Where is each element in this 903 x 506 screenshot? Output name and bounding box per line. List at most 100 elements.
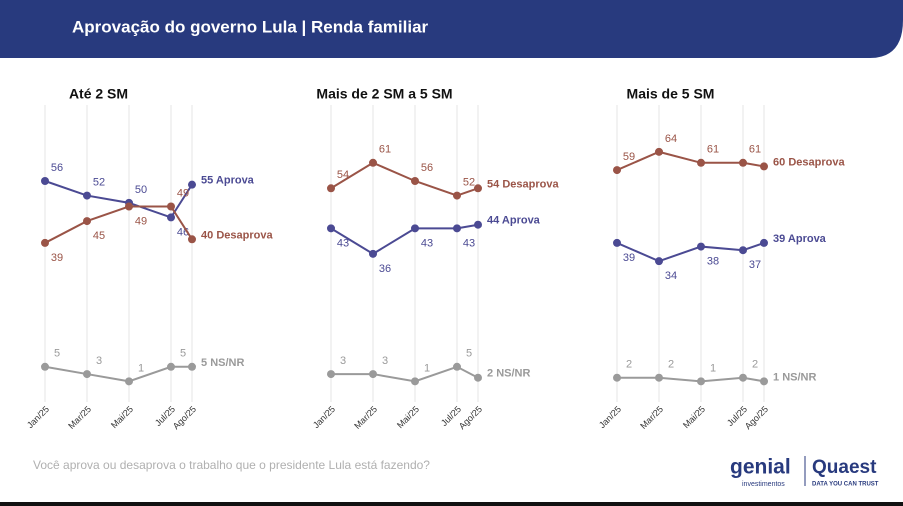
point [613,238,621,247]
data-label: 3 [340,355,346,367]
point [369,249,377,258]
data-label: 2 [752,359,758,371]
end-label-value: 60 [773,156,785,168]
point [453,191,461,200]
data-label: 37 [749,259,761,271]
x-tick-label: Mar/25 [638,404,665,431]
question: Você aprova ou desaprova o trabalho que … [33,458,430,472]
data-label: 2 [668,359,674,371]
x-tick-label: Mai/25 [395,404,421,430]
point [697,242,705,251]
data-label: 1 [138,362,144,374]
point [760,162,768,171]
data-label: 45 [93,230,105,242]
data-label: 64 [665,133,677,145]
data-label: 61 [749,144,761,156]
point [188,235,196,244]
panel-title: Até 2 SM [69,86,128,102]
data-label: 5 [180,348,186,360]
point [167,362,175,371]
point [613,166,621,175]
point [655,147,663,156]
end-label: 1 NS/NR [773,371,816,383]
point [327,370,335,379]
data-label: 43 [421,237,433,249]
end-label: 40 Desaprova [201,229,273,241]
data-label: 2 [626,359,632,371]
legend-entry: NS/NR [210,357,244,369]
x-tick-label: Mai/25 [681,404,707,430]
data-label: 52 [463,176,475,188]
brand-genial-sub: investimentos [742,481,785,488]
data-label: 1 [424,362,430,374]
point [739,373,747,382]
brand-quaest-sub: DATA YOU CAN TRUST [812,482,879,488]
line [44,205,193,244]
point [327,224,335,233]
point [411,224,419,233]
brand-quaest: Quaest [812,457,877,478]
point [369,370,377,379]
x-tick-label: Jan/25 [597,404,623,430]
point [739,158,747,167]
point [83,191,91,200]
panel-title: Mais de 5 SM [627,86,715,102]
legend-entry: Desaprova [788,156,845,168]
point [41,177,49,185]
point [474,220,482,229]
x-tick-label: Ago/25 [171,404,198,431]
point [697,377,705,386]
point [41,362,49,371]
header-title: Aprovação do governo Lula | Renda famili… [72,17,429,36]
point [411,177,419,185]
data-label: 52 [93,176,105,188]
point [655,373,663,382]
end-label: 54 Desaprova [487,178,559,190]
panel-title: Mais de 2 SM a 5 SM [316,86,452,102]
legend-entry: Desaprova [216,229,273,241]
point [41,238,49,247]
data-label: 43 [337,237,349,249]
data-label: 34 [665,270,677,282]
data-label: 1 [710,362,716,374]
data-label: 5 [466,348,472,360]
point [760,238,768,247]
point [453,224,461,233]
point [188,362,196,371]
point [83,370,91,379]
data-label: 61 [379,144,391,156]
x-tick-label: Ago/25 [743,404,770,431]
legend-entry: Aprova [502,215,541,227]
end-label: 2 NS/NR [487,368,530,380]
brand-genial: genial [730,456,791,479]
end-label: 5 NS/NR [201,357,244,369]
data-label: 61 [707,144,719,156]
end-label: 44 Aprova [487,215,541,227]
data-label: 49 [135,215,147,227]
x-tick-label: Mai/25 [109,404,135,430]
end-label-value: 39 [773,233,785,245]
legend-entry: NS/NR [782,371,816,383]
point [760,377,768,386]
x-tick-label: Ago/25 [457,404,484,431]
legend-entry: Aprova [216,175,255,187]
legend-entry: Desaprova [502,178,559,190]
data-label: 38 [707,255,719,267]
data-label: 54 [337,169,349,181]
data-label: 56 [421,162,433,174]
data-label: 50 [135,184,147,196]
end-label-value: 1 [773,371,779,383]
data-label: 36 [379,263,391,275]
data-label: 56 [51,162,63,174]
line [44,180,193,219]
point [125,377,133,386]
end-label-value: 40 [201,229,213,241]
end-label-value: 5 [201,357,207,369]
data-label: 49 [177,187,189,199]
point [411,377,419,386]
x-tick-label: Jan/25 [311,404,337,430]
point [613,373,621,382]
x-tick-label: Mar/25 [352,404,379,431]
point [125,202,133,211]
